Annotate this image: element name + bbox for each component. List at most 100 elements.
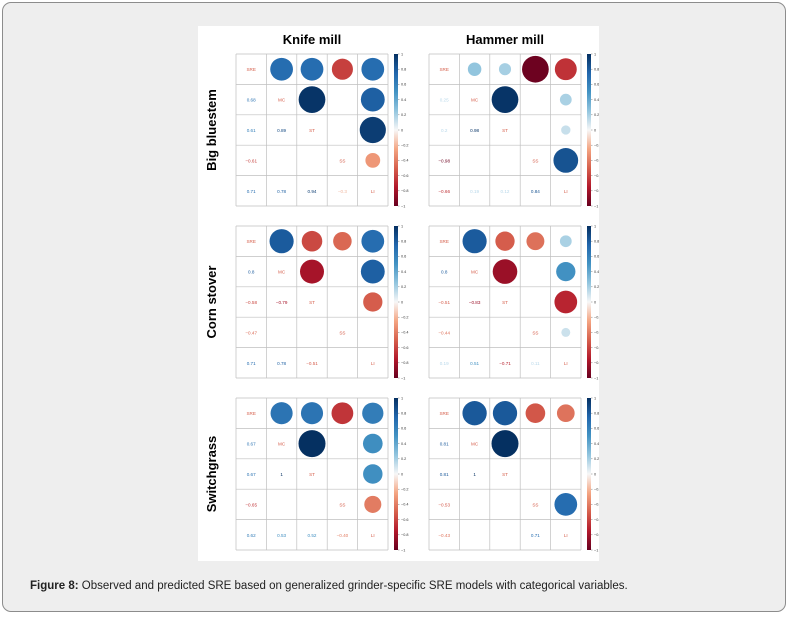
colorbar-tick-label: 0: [594, 472, 596, 476]
colorbar-tick-label: 0.2: [594, 457, 599, 461]
correlation-value: −0.51: [306, 361, 318, 366]
correlation-value: 1: [473, 472, 476, 477]
colorbar-tick-label: −1: [594, 204, 598, 208]
colorbar-tick-label: 0.8: [401, 68, 406, 72]
colorbar-tick-label: −1: [401, 376, 405, 380]
colorbar-tick-label: −0.2: [594, 316, 599, 320]
correlation-value: 0.2: [441, 128, 448, 133]
correlation-value: 0.81: [440, 472, 449, 477]
column-title: Hammer mill: [466, 32, 544, 47]
correlation-value: 0.51: [470, 361, 479, 366]
colorbar: [394, 226, 398, 378]
correlation-circle: [362, 433, 383, 454]
colorbar-tick-label: −0.6: [401, 346, 409, 350]
correlation-value: 0.98: [470, 128, 479, 133]
colorbar-tick-label: −0.8: [594, 361, 599, 365]
variable-label: MC: [471, 98, 479, 103]
variable-label: SRE: [439, 411, 448, 416]
correlation-panel: SRE 0.8 MC −0.58 −0.79 ST −0.47 SS 0.71 0.78 −0.51…: [235, 224, 409, 380]
correlation-value: −0.65: [245, 502, 257, 507]
correlation-circle: [270, 57, 293, 81]
correlation-value: −0.79: [276, 300, 288, 305]
colorbar-tick-label: −0.2: [594, 488, 599, 492]
colorbar-tick-label: −0.8: [594, 533, 599, 537]
variable-label: LI: [564, 533, 568, 538]
correlation-circle: [526, 232, 545, 251]
variable-label: ST: [309, 128, 315, 133]
colorbar-tick-label: −0.6: [401, 174, 409, 178]
correlation-circle: [361, 229, 385, 253]
colorbar-tick-label: −0.4: [401, 159, 409, 163]
correlation-value: 0.67: [247, 472, 256, 477]
variable-label: ST: [309, 472, 315, 477]
colorbar-tick-label: 0.2: [594, 285, 599, 289]
variable-label: ST: [309, 300, 315, 305]
variable-label: MC: [278, 98, 286, 103]
variable-label: LI: [564, 189, 568, 194]
variable-label: SRE: [246, 411, 255, 416]
variable-label: MC: [471, 442, 479, 447]
colorbar-tick-label: 0.8: [401, 240, 406, 244]
correlation-value: 0.78: [277, 189, 286, 194]
correlation-value: 0.71: [247, 189, 256, 194]
correlation-value: 0.62: [247, 533, 256, 538]
correlation-circle: [300, 402, 324, 425]
correlation-circle: [553, 148, 579, 173]
row-title: Switchgrass: [204, 436, 219, 513]
colorbar-tick-label: 0.6: [594, 255, 599, 259]
figure-frame: Knife mill Hammer mill Big bluestem Corn st…: [2, 2, 786, 612]
colorbar-tick-label: −0.8: [594, 189, 599, 193]
colorbar-tick-label: 1: [594, 52, 596, 56]
colorbar-tick-label: 0.2: [401, 457, 406, 461]
correlation-value: 0.71: [531, 533, 540, 538]
variable-label: LI: [371, 361, 375, 366]
row-title: Big bluestem: [204, 89, 219, 171]
colorbar-tick-label: 0.2: [401, 113, 406, 117]
correlation-circle: [270, 402, 293, 425]
correlation-circle: [525, 403, 546, 424]
correlation-value: 0.8: [441, 270, 448, 275]
colorbar-tick-label: 1: [401, 52, 403, 56]
correlation-circle: [363, 292, 383, 312]
correlation-circle: [467, 62, 482, 76]
colorbar-tick-label: −1: [401, 548, 405, 552]
correlation-circle: [498, 63, 512, 76]
correlation-circle: [359, 116, 386, 144]
correlation-value: 0.53: [277, 533, 286, 538]
colorbar-tick-label: −0.6: [594, 518, 599, 522]
correlation-value: 1: [280, 472, 283, 477]
correlation-value: −0.71: [499, 361, 511, 366]
correlation-circle: [554, 290, 578, 314]
colorbar-tick-label: 0.2: [594, 113, 599, 117]
correlation-value: −0.61: [245, 158, 257, 163]
correlation-panel: SRE 0.8 MC −0.51 −0.83 ST −0.44 SS 0.19 0.51 −0.71…: [428, 224, 602, 380]
correlation-circle: [298, 430, 326, 458]
correlation-circle: [365, 153, 381, 168]
correlation-circle: [333, 231, 352, 251]
correlation-figure: Knife mill Hammer mill Big bluestem Corn st…: [198, 26, 602, 561]
correlation-circle: [298, 86, 326, 113]
correlation-circle: [360, 259, 385, 284]
correlation-value: −0.3: [338, 189, 348, 194]
colorbar-tick-label: −0.4: [401, 503, 409, 507]
correlation-circle: [522, 55, 549, 83]
colorbar-tick-label: 0.6: [401, 83, 406, 87]
correlation-value: 0.12: [501, 189, 510, 194]
correlation-value: 0.25: [440, 98, 449, 103]
correlation-value: 0.11: [531, 361, 540, 366]
correlation-circle: [554, 493, 578, 516]
colorbar-tick-label: −1: [401, 204, 405, 208]
colorbar-tick-label: 0.8: [594, 240, 599, 244]
variable-label: LI: [371, 189, 375, 194]
colorbar-tick-label: −0.4: [401, 331, 409, 335]
variable-label: MC: [471, 270, 479, 275]
colorbar-tick-label: −0.2: [401, 488, 409, 492]
correlation-value: −0.53: [438, 502, 450, 507]
variable-label: LI: [564, 361, 568, 366]
variable-label: SRE: [246, 67, 255, 72]
colorbar-tick-label: 0.6: [401, 427, 406, 431]
caption-text: Observed and predicted SRE based on gene…: [78, 580, 628, 592]
correlation-panel: SRE 0.25 MC 0.2 0.98 ST −0.98 SS −0.66 0.19 0.12 0.…: [428, 52, 602, 208]
colorbar-tick-label: 0.6: [594, 427, 599, 431]
